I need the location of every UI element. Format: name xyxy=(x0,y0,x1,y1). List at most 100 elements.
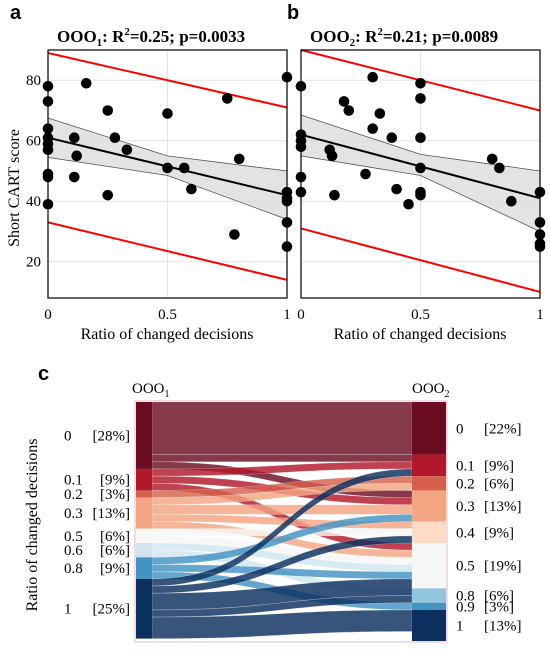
sankey-right-axis-title: OOO2 xyxy=(412,381,450,400)
sankey-flow xyxy=(151,504,413,515)
left-node-label: 0.3 xyxy=(64,506,83,522)
left-node-0.3 xyxy=(136,497,152,529)
prediction-upper-line xyxy=(47,52,288,109)
sankey-flows xyxy=(151,401,413,639)
left-node-0.6 xyxy=(136,543,152,558)
data-point xyxy=(329,189,340,201)
data-point xyxy=(391,183,402,195)
left-node-0 xyxy=(136,402,152,469)
panel-a-title: OOO1: R2=0.25; p=0.0033 xyxy=(57,26,245,49)
x-tick-label: 1 xyxy=(283,307,291,323)
right-node-percent: [9%] xyxy=(484,458,514,474)
right-node-percent: [3%] xyxy=(484,599,514,615)
left-node-percent: [28%] xyxy=(93,428,131,444)
left-node-0.1 xyxy=(136,468,152,491)
panel-a-scatter: 0 0.5 1 20 40 60 80 xyxy=(26,49,293,323)
data-point xyxy=(178,162,190,174)
data-point xyxy=(386,132,398,144)
data-point xyxy=(360,168,371,180)
right-node-label: 0.3 xyxy=(456,499,475,515)
left-node-1 xyxy=(136,578,152,639)
data-point xyxy=(121,144,133,156)
sankey-flow xyxy=(151,454,413,463)
data-point xyxy=(403,198,414,210)
left-node-label: 0.2 xyxy=(64,487,83,503)
panel-b-scatter: 0 0.5 1 xyxy=(295,49,546,323)
left-node-label: 1 xyxy=(64,602,72,618)
left-node-percent: [6%] xyxy=(100,529,130,545)
panel-c-sankey: 0 [28%] 0.1 [9%] 0.2 [3%] 0.3 [13%] 0.5 [6%] 0.6 [6… xyxy=(64,400,522,643)
left-node-percent: [9%] xyxy=(100,561,130,577)
data-point xyxy=(71,150,82,162)
panel-b-title: OOO2: R2=0.21; p=0.0089 xyxy=(310,26,498,49)
left-node-label: 0.5 xyxy=(64,529,83,545)
left-node-label: 0.8 xyxy=(64,561,83,577)
x-tick-label: 0 xyxy=(44,307,52,323)
right-node-1 xyxy=(412,609,446,641)
data-point xyxy=(415,132,426,144)
y-tick-label: 20 xyxy=(26,255,41,271)
left-node-0.5 xyxy=(136,528,152,544)
y-tick-label: 80 xyxy=(26,73,41,89)
data-point xyxy=(338,96,350,107)
right-node-percent: [9%] xyxy=(484,525,514,541)
data-point xyxy=(221,93,233,104)
data-point xyxy=(486,153,498,165)
right-node-0.4 xyxy=(412,521,446,544)
left-node-0.8 xyxy=(136,557,152,579)
data-point xyxy=(367,123,379,134)
right-node-percent: [19%] xyxy=(484,559,522,575)
data-point xyxy=(374,108,386,119)
data-point xyxy=(367,71,379,83)
right-node-0.5 xyxy=(412,543,446,589)
right-node-label: 0.9 xyxy=(456,599,475,615)
right-node-percent: [6%] xyxy=(484,476,514,492)
panel-letter-c: c xyxy=(38,363,49,385)
data-point xyxy=(186,183,197,195)
data-point xyxy=(415,77,426,89)
right-node-0.3 xyxy=(412,490,446,522)
data-point xyxy=(162,162,173,174)
x-tick-label: 0 xyxy=(297,307,305,323)
data-point xyxy=(494,162,505,174)
right-node-label: 0.1 xyxy=(456,458,475,474)
right-node-0.1 xyxy=(412,454,446,477)
right-node-label: 0.5 xyxy=(456,559,475,575)
right-node-label: 0 xyxy=(456,421,464,437)
right-node-label: 0.4 xyxy=(456,525,475,541)
data-point xyxy=(229,229,240,240)
data-point xyxy=(343,105,355,116)
plot-frame xyxy=(300,49,541,299)
data-point xyxy=(162,108,173,119)
data-point xyxy=(415,93,426,104)
data-point xyxy=(415,189,426,201)
right-node-0.8 xyxy=(412,588,446,603)
panel-letter-b: b xyxy=(287,2,299,24)
data-point xyxy=(109,132,121,144)
panel-a-x-axis-label: Ratio of changed decisions xyxy=(81,326,254,343)
data-point xyxy=(326,150,338,162)
right-node-percent: [22%] xyxy=(484,421,522,437)
right-node-percent: [6%] xyxy=(484,589,514,605)
right-node-label: 0.2 xyxy=(456,476,475,492)
data-point xyxy=(102,189,114,201)
right-node-0.2 xyxy=(412,476,446,491)
left-node-percent: [6%] xyxy=(100,543,130,559)
sankey-flow xyxy=(151,401,413,455)
left-node-percent: [9%] xyxy=(100,473,130,489)
left-node-0.2 xyxy=(136,490,152,498)
x-tick-label: 0.5 xyxy=(158,307,177,323)
data-point xyxy=(415,162,426,174)
right-node-0 xyxy=(412,402,446,455)
prediction-lower-line xyxy=(47,221,288,281)
right-node-label: 1 xyxy=(456,618,464,634)
right-node-0.9 xyxy=(412,602,446,610)
data-point xyxy=(68,132,80,144)
sankey-y-axis-label: Ratio of changed decisions xyxy=(24,439,41,612)
data-point xyxy=(68,171,80,183)
left-node-label: 0 xyxy=(64,428,72,444)
data-point xyxy=(233,153,245,165)
panel-letter-a: a xyxy=(10,2,22,24)
data-point xyxy=(506,195,517,207)
